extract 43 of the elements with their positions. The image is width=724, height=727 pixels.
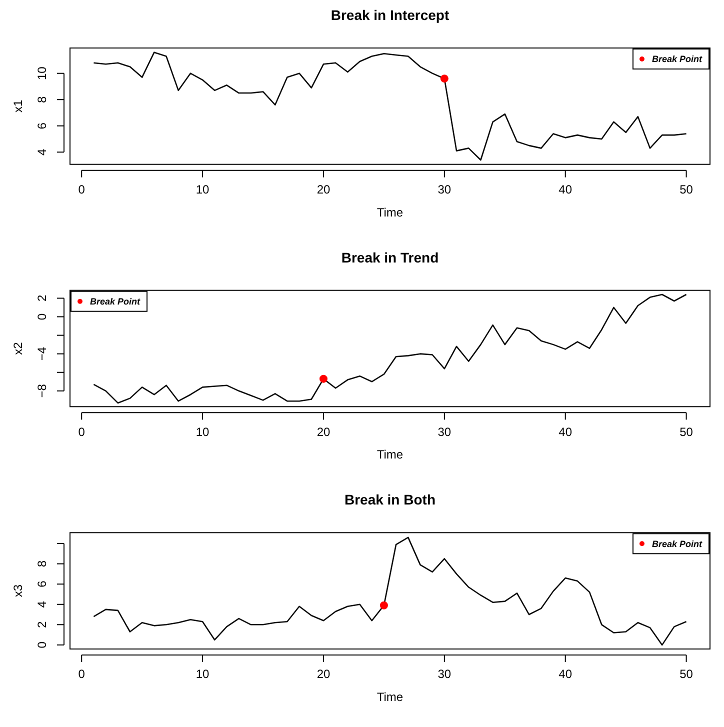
x-tick-label: 40	[558, 667, 572, 682]
legend-label: Break Point	[90, 296, 142, 306]
x-tick-label: 20	[316, 667, 330, 682]
y-tick-label: 8	[35, 560, 49, 568]
y-tick-label: 0	[35, 313, 49, 320]
y-tick-label: 10	[35, 66, 49, 80]
x-tick-label: 50	[680, 667, 694, 682]
x-tick-label: 0	[78, 182, 86, 197]
y-tick-label: 4	[35, 148, 49, 156]
y-axis-title: x2	[11, 342, 25, 355]
x-tick-label: 30	[438, 667, 452, 682]
chart-title: Break in Trend	[341, 249, 439, 266]
chart-title: Break in Intercept	[330, 7, 450, 23]
x-tick-label: 40	[558, 182, 572, 197]
y-tick-label: 8	[35, 96, 49, 103]
x-tick-label: 0	[78, 667, 86, 682]
x-tick-label: 20	[316, 424, 330, 439]
y-tick-label: −8	[35, 384, 49, 398]
x-tick-label: 10	[196, 667, 210, 682]
y-axis-title: x3	[11, 584, 25, 598]
x-tick-label: 0	[78, 424, 86, 439]
x-axis-title: Time	[376, 205, 404, 220]
x-tick-label: 40	[558, 424, 572, 439]
x-tick-label: 50	[680, 424, 694, 439]
x-tick-label: 30	[438, 182, 452, 197]
y-tick-label: 2	[35, 621, 49, 628]
x-tick-label: 10	[196, 424, 210, 439]
y-tick-label: 6	[35, 122, 49, 130]
y-tick-label: 2	[35, 294, 49, 302]
x-axis-title: Time	[376, 448, 404, 462]
x-tick-label: 30	[438, 424, 452, 439]
legend-label: Break Point	[652, 538, 703, 549]
x-tick-label: 20	[316, 182, 330, 197]
x-tick-label: 50	[680, 182, 694, 197]
x-tick-label: 10	[196, 182, 210, 197]
x-axis-title: Time	[376, 690, 404, 704]
y-tick-label: −4	[35, 346, 49, 361]
y-tick-label: 0	[35, 641, 49, 648]
legend-label: Break Point	[652, 54, 703, 64]
chart-title: Break in Both	[344, 492, 436, 508]
y-tick-label: 4	[35, 600, 49, 608]
y-axis-title: x1	[11, 100, 25, 113]
y-tick-label: 6	[35, 580, 49, 588]
